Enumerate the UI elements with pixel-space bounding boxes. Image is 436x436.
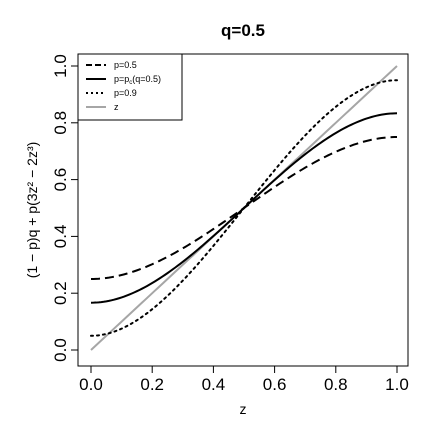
x-tick-label: 0.4 [202,375,226,394]
x-tick-label: 1.0 [385,375,409,394]
legend-label: p=0.9 [114,88,137,98]
legend: p=0.5 p=pc(q=0.5) p=0.9 z [77,53,183,121]
x-tick-label: 0.6 [263,375,287,394]
y-tick-label: 0.2 [51,281,70,305]
x-axis: 0.0 0.2 0.4 0.6 0.8 1.0 [79,366,409,394]
y-axis-label: (1 − p)q + p(3z² − 2z³) [24,142,40,279]
x-tick-label: 0.0 [79,375,103,394]
y-axis: 0.0 0.2 0.4 0.6 0.8 1.0 [51,54,78,362]
x-axis-label: z [240,401,247,417]
chart-title: q=0.5 [221,21,265,40]
x-tick-label: 0.8 [324,375,348,394]
legend-label: p=0.5 [114,60,137,70]
y-tick-label: 0.4 [51,225,70,249]
y-tick-label: 1.0 [51,54,70,78]
plot-lines [90,65,398,351]
y-tick-label: 0.0 [51,338,70,362]
series-line-p-0_9 [90,79,398,337]
x-tick-label: 0.2 [140,375,164,394]
legend-label: p=pc(q=0.5) [114,74,161,86]
y-tick-label: 0.8 [51,111,70,135]
y-tick-label: 0.6 [51,168,70,192]
legend-label: z [114,102,119,112]
plot-frame [77,53,409,367]
